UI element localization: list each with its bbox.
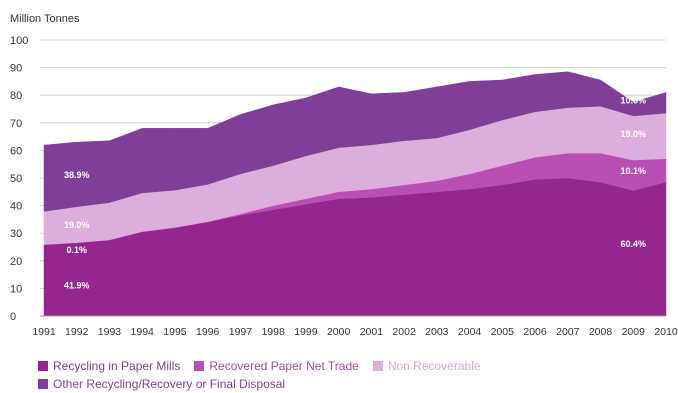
x-tick-label: 2008 [589,326,613,338]
legend-label: Non Recoverable [387,359,481,373]
legend-label: Recovered Paper Net Trade [209,359,359,373]
y-tick-label: 80 [10,90,22,102]
x-tick-label: 1994 [131,326,155,338]
legend-swatch [194,361,205,371]
y-axis-label: Million Tonnes [10,13,80,25]
x-tick-label: 1995 [163,326,187,338]
x-tick-label: 2003 [425,326,449,338]
x-tick-label: 1998 [261,326,285,338]
x-tick-label: 1996 [196,326,220,338]
y-tick-label: 30 [10,228,22,240]
x-tick-label: 1991 [32,326,56,338]
y-tick-label: 10 [10,283,22,295]
legend-swatch [38,379,48,389]
data-label: 10.1% [620,166,646,176]
area-series-3 [43,71,667,212]
x-tick-label: 2007 [556,326,580,338]
data-label: 0.1% [66,245,87,255]
y-tick-label: 50 [10,173,22,185]
legend-swatch [38,361,48,371]
x-tick-label: 2002 [392,326,416,338]
legend: Recycling in Paper Mills Recovered Paper… [38,357,658,393]
y-tick-label: 20 [10,256,22,268]
x-tick-label: 2010 [654,326,678,338]
legend-label: Other Recycling/Recovery or Final Dispos… [53,377,286,391]
data-label: 41.9% [64,281,90,291]
y-tick-label: 100 [10,35,28,47]
x-tick-label: 2004 [458,326,482,338]
x-tick-label: 2000 [327,326,351,338]
data-label: 38.9% [64,170,90,180]
y-tick-label: 60 [10,145,22,157]
x-tick-label: 2009 [622,326,646,338]
legend-row-2: Other Recycling/Recovery or Final Dispos… [38,375,658,393]
y-tick-label: 40 [10,201,22,213]
x-tick-label: 1992 [65,326,89,338]
legend-label: Recycling in Paper Mills [53,359,181,373]
x-tick-label: 1997 [229,326,253,338]
legend-item-non-recoverable: Non Recoverable [372,359,481,373]
x-tick-label: 2005 [491,326,515,338]
data-label: 60.4% [620,239,646,249]
y-tick-label: 90 [10,63,22,75]
data-label: 19.0% [64,220,90,230]
legend-item-recycling-in-paper-mills: Recycling in Paper Mills [38,359,180,373]
x-tick-label: 1993 [98,326,122,338]
legend-swatch [372,361,383,371]
x-tick-label: 1999 [294,326,318,338]
legend-row-1: Recycling in Paper Mills Recovered Paper… [38,357,658,375]
legend-item-other-recycling: Other Recycling/Recovery or Final Dispos… [38,377,285,391]
y-tick-label: 0 [10,311,16,323]
data-label: 10.6% [620,96,646,106]
x-tick-label: 2006 [523,326,547,338]
legend-item-recovered-paper-net-trade: Recovered Paper Net Trade [194,359,359,373]
y-tick-label: 70 [10,118,22,130]
data-label: 19.0% [620,129,646,139]
x-tick-label: 2001 [360,326,384,338]
